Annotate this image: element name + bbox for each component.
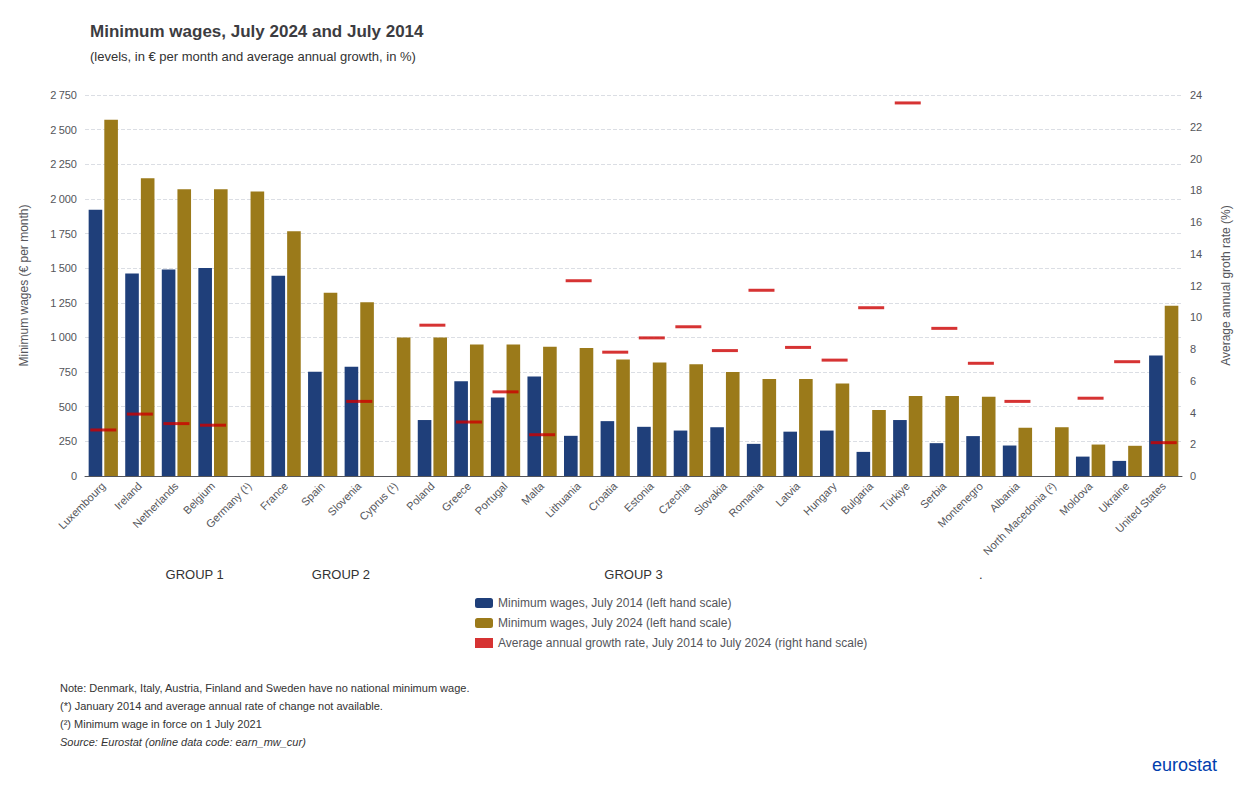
svg-text:Minimum wages, July 2024 (left: Minimum wages, July 2024 (left hand scal… [498,616,731,630]
svg-text:Serbia: Serbia [918,479,950,511]
svg-text:Moldova: Moldova [1057,479,1095,517]
svg-text:Estonia: Estonia [622,479,657,514]
svg-text:Germany (¹): Germany (¹) [203,480,253,530]
svg-text:250: 250 [59,435,77,447]
svg-text:1 000: 1 000 [50,331,77,343]
svg-text:Czechia: Czechia [656,479,693,516]
svg-text:Luxembourg: Luxembourg [56,480,108,532]
svg-text:North Macedonia (²): North Macedonia (²) [981,480,1059,558]
svg-text:Spain: Spain [299,480,327,508]
svg-text:Poland: Poland [404,480,437,513]
svg-text:14: 14 [1190,248,1202,260]
svg-text:Average annual groth rate (%): Average annual groth rate (%) [1219,205,1233,366]
svg-text:Latvia: Latvia [773,479,803,509]
svg-text:10: 10 [1190,311,1202,323]
svg-text:Minimum wages (€ per month): Minimum wages (€ per month) [17,204,31,366]
svg-text:(²) Minimum wage in force on 1: (²) Minimum wage in force on 1 July 2021 [60,718,262,730]
svg-text:2 000: 2 000 [50,193,77,205]
svg-text:Romania: Romania [726,479,766,519]
svg-text:Albania: Albania [987,479,1022,514]
svg-text:Ireland: Ireland [112,480,144,512]
svg-text:Hungary: Hungary [801,479,839,517]
svg-text:Montenegro: Montenegro [935,480,985,530]
svg-text:Türkiye: Türkiye [878,480,912,514]
svg-text:24: 24 [1190,89,1202,101]
svg-text:0: 0 [1190,470,1196,482]
svg-text:22: 22 [1190,121,1202,133]
svg-text:2 250: 2 250 [50,158,77,170]
svg-text:Minimum wages, July 2014 (left: Minimum wages, July 2014 (left hand scal… [498,596,731,610]
svg-text:Belgium: Belgium [181,480,218,517]
svg-text:Slovenia: Slovenia [325,479,364,518]
svg-text:Average annual growth rate, Ju: Average annual growth rate, July 2014 to… [498,636,867,650]
svg-text:16: 16 [1190,216,1202,228]
svg-text:20: 20 [1190,153,1202,165]
svg-text:Source: Eurostat (online data: Source: Eurostat (online data code: earn… [60,736,306,748]
svg-text:Netherlands: Netherlands [130,479,181,530]
svg-text:Malta: Malta [519,479,547,507]
svg-text:1 750: 1 750 [50,228,77,240]
svg-text:Cyprus (¹): Cyprus (¹) [357,480,400,523]
svg-text:0: 0 [71,470,77,482]
svg-text:Slovakia: Slovakia [691,479,729,517]
svg-text:Note: Denmark, Italy, Austria,: Note: Denmark, Italy, Austria, Finland a… [60,682,469,694]
svg-text:6: 6 [1190,375,1196,387]
svg-text:2 500: 2 500 [50,124,77,136]
svg-text:Greece: Greece [439,480,473,514]
svg-text:750: 750 [59,366,77,378]
svg-text:.: . [979,567,983,582]
svg-text:Bulgaria: Bulgaria [838,479,876,517]
svg-text:Portugal: Portugal [472,480,509,517]
svg-text:2 750: 2 750 [50,89,77,101]
svg-text:eurostat: eurostat [1152,755,1217,775]
svg-text:GROUP 2: GROUP 2 [312,567,370,582]
svg-text:2: 2 [1190,438,1196,450]
svg-text:Croatia: Croatia [586,479,620,513]
svg-text:GROUP 3: GROUP 3 [604,567,662,582]
svg-text:8: 8 [1190,343,1196,355]
svg-text:United States: United States [1113,479,1168,534]
svg-text:12: 12 [1190,280,1202,292]
svg-text:1 250: 1 250 [50,297,77,309]
svg-text:1 500: 1 500 [50,262,77,274]
svg-text:500: 500 [59,401,77,413]
svg-text:4: 4 [1190,407,1196,419]
svg-text:Minimum wages, July 2024 and J: Minimum wages, July 2024 and July 2014 [90,22,424,41]
svg-text:GROUP 1: GROUP 1 [166,567,224,582]
svg-text:(*) January 2014 and average a: (*) January 2014 and average annual rate… [60,700,383,712]
svg-text:18: 18 [1190,184,1202,196]
svg-text:(levels, in € per month and av: (levels, in € per month and average annu… [90,49,416,64]
svg-text:France: France [258,480,291,513]
svg-text:Lithuania: Lithuania [543,479,584,520]
svg-text:Ukraine: Ukraine [1096,480,1131,515]
